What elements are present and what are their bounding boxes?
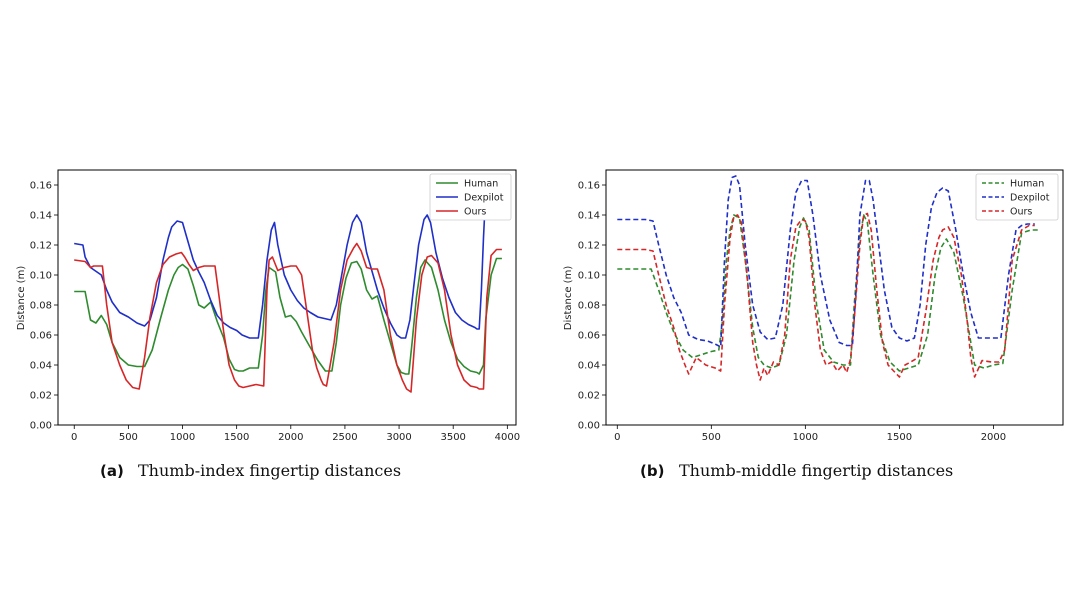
legend-label-human: Human (464, 179, 498, 190)
x-tick-label: 3000 (386, 432, 411, 443)
y-tick-label: 0.14 (578, 211, 600, 222)
y-tick-label: 0.10 (30, 271, 52, 282)
x-tick-label: 0 (71, 432, 77, 443)
y-tick-label: 0.08 (578, 301, 600, 312)
caption-b: (b) Thumb-middle fingertip distances (640, 461, 953, 480)
x-tick-label: 3500 (440, 432, 465, 443)
y-tick-label: 0.00 (30, 421, 52, 432)
series-layer (74, 214, 502, 393)
series-line-human (617, 214, 1039, 372)
y-tick-label: 0.14 (30, 211, 52, 222)
y-tick-label: 0.16 (30, 181, 52, 192)
series-line-dexpilot (617, 175, 1035, 348)
y-tick-label: 0.08 (30, 301, 52, 312)
x-ticks: 0 500 1000 1500 2000 2500 3000 3500 4000 (71, 425, 520, 443)
x-ticks: 0 500 1000 1500 2000 (614, 425, 1006, 443)
y-tick-label: 0.12 (578, 241, 600, 252)
plot-frame (605, 169, 1064, 426)
series-line-ours (74, 242, 502, 393)
panel-a: 0 500 1000 1500 2000 2500 3000 3500 4000 0.000.0… (16, 169, 520, 480)
y-ticks: 0.00 0.02 0.04 0.06 0.08 0.10 0.12 0.14 0.16 (578, 181, 606, 432)
y-tick-label: 0.16 (578, 181, 600, 192)
y-ticks: 0.00 0.02 0.04 0.06 0.08 0.10 0.12 0.14 0.16 (30, 181, 58, 432)
legend-label-human: Human (1010, 179, 1044, 190)
x-tick-label: 1500 (887, 432, 912, 443)
caption-text: Thumb-index fingertip distances (138, 461, 401, 480)
y-tick-label: 0.12 (30, 241, 52, 252)
caption-letter: (a) (100, 462, 124, 480)
legend-box (429, 173, 512, 221)
y-axis-label: Distance (m) (16, 266, 27, 331)
x-tick-label: 1500 (224, 432, 249, 443)
x-tick-label: 1000 (170, 432, 195, 443)
caption-letter: (b) (640, 462, 664, 480)
x-tick-label: 0 (614, 432, 620, 443)
legend-box (975, 173, 1059, 221)
caption-a: (a) Thumb-index fingertip distances (100, 461, 401, 480)
series-line-ours (617, 212, 1035, 381)
x-tick-label: 2000 (981, 432, 1006, 443)
legend-label-dexpilot: Dexpilot (464, 193, 504, 204)
y-tick-label: 0.04 (30, 361, 52, 372)
y-tick-label: 0.04 (578, 361, 600, 372)
y-tick-label: 0.10 (578, 271, 600, 282)
legend: Human Dexpilot Ours (975, 173, 1059, 221)
y-tick-label: 0.06 (30, 331, 52, 342)
series-layer (617, 175, 1039, 381)
series-line-human (74, 257, 502, 375)
legend: Human Dexpilot Ours (429, 173, 512, 221)
x-tick-label: 2500 (332, 432, 357, 443)
y-axis-label: Distance (m) (563, 266, 574, 331)
y-tick-label: 0.02 (30, 391, 52, 402)
caption-text: Thumb-middle fingertip distances (679, 461, 953, 480)
series-line-dexpilot (74, 214, 486, 339)
y-tick-label: 0.02 (578, 391, 600, 402)
plot-frame (57, 169, 517, 426)
x-tick-label: 500 (702, 432, 721, 443)
y-tick-label: 0.06 (578, 331, 600, 342)
panel-b: 0 500 1000 1500 2000 0.00 0.02 0.04 0.06 0.08 0.1… (563, 169, 1064, 480)
legend-label-dexpilot: Dexpilot (1010, 193, 1050, 204)
y-tick-label: 0.00 (578, 421, 600, 432)
legend-label-ours: Ours (464, 207, 486, 218)
legend-label-ours: Ours (1010, 207, 1032, 218)
x-tick-label: 2000 (278, 432, 303, 443)
x-tick-label: 4000 (495, 432, 520, 443)
x-tick-label: 1000 (793, 432, 818, 443)
x-tick-label: 500 (119, 432, 138, 443)
